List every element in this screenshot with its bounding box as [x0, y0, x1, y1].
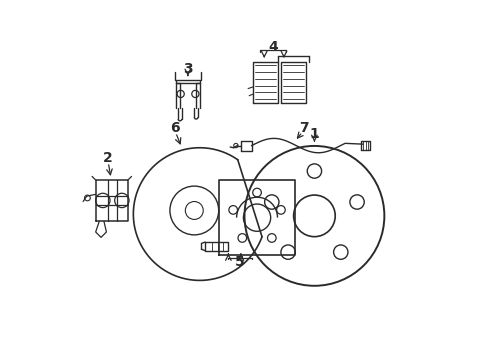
- Text: 1: 1: [309, 127, 319, 141]
- Text: 6: 6: [169, 121, 179, 135]
- Text: 7: 7: [298, 121, 308, 135]
- Text: 4: 4: [268, 40, 278, 54]
- Text: 5: 5: [235, 256, 244, 270]
- Text: 3: 3: [183, 62, 192, 76]
- Text: 2: 2: [102, 151, 112, 165]
